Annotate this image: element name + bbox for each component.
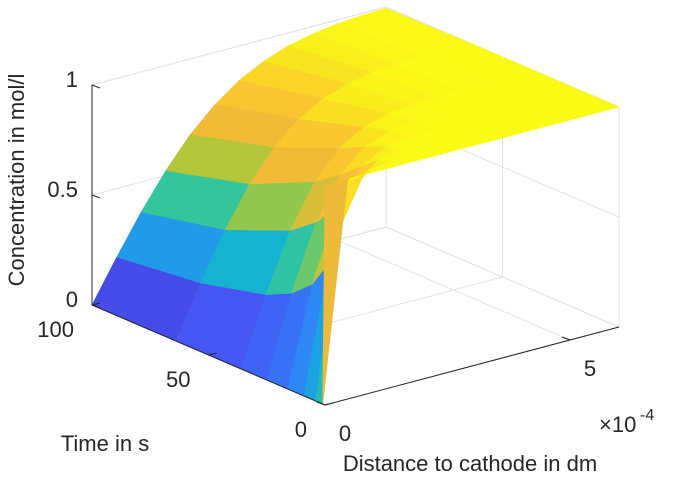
y-tick	[208, 352, 217, 356]
y-tick-label: 50	[166, 367, 190, 392]
x-axis	[324, 326, 620, 406]
y-tick-label: 0	[295, 417, 307, 442]
surface	[91, 7, 620, 405]
axes: 0 0.5 1 0 50 100 0 5	[37, 67, 620, 446]
x-axis-label: Distance to cathode in dm	[343, 451, 597, 476]
x-exponent-base: ×10	[599, 412, 636, 437]
y-tick	[324, 402, 334, 406]
y-axis-label: Time in s	[61, 431, 149, 456]
surface-patch	[322, 178, 350, 405]
z-axis-label: Concentration in mol/l	[4, 74, 29, 287]
y-tick-label: 100	[37, 317, 74, 342]
x-tick-label: 0	[339, 421, 351, 446]
x-tick	[316, 401, 326, 406]
z-tick	[91, 84, 101, 89]
z-tick	[91, 194, 101, 199]
z-tick-label: 0	[66, 287, 78, 312]
y-tick	[91, 302, 101, 306]
grid-line	[91, 6, 387, 86]
z-tick-label: 0.5	[47, 177, 78, 202]
z-tick-label: 1	[66, 67, 78, 92]
x-tick	[561, 336, 571, 341]
x-tick-label: 5	[584, 356, 596, 381]
z-tick	[91, 304, 101, 309]
x-exponent-power: -4	[640, 407, 654, 424]
grid-line	[385, 226, 620, 328]
